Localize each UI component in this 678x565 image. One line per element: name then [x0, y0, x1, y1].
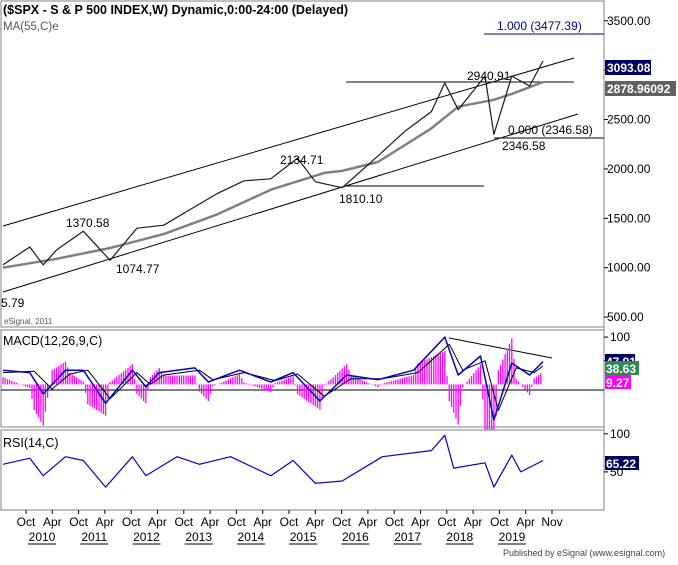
annotation-high-2134: 2134.71: [280, 153, 324, 167]
macd-hist-badge-bg: [605, 375, 631, 389]
ma-legend-label: MA(55,C)e: [3, 21, 59, 33]
x-month-label: Apr: [148, 515, 167, 529]
x-year-label: 2015: [290, 530, 317, 544]
annotation-high-2940: 2940.91: [467, 69, 511, 83]
x-month-label: Oct: [385, 515, 404, 529]
x-month-label: Oct: [122, 515, 141, 529]
rsi-tick-label: 100: [610, 427, 630, 441]
macd-tick-label: 100: [610, 330, 630, 344]
annotation-low-1074: 1074.77: [116, 262, 160, 276]
x-year-label: 2014: [238, 530, 265, 544]
x-month-label: Oct: [69, 515, 88, 529]
macd-signal-badge-bg: [605, 361, 639, 375]
copyright-label: eSignal, 2011: [4, 317, 53, 326]
ma-value-badge: 2878.96092: [607, 82, 671, 96]
rsi-line: [2, 434, 544, 488]
rsi-badge-bg: [605, 456, 639, 470]
x-month-label: Nov: [541, 515, 562, 529]
macd-hist-badge: 9.27: [606, 376, 630, 390]
x-month-label: Oct: [332, 515, 351, 529]
x-year-label: 2010: [29, 530, 56, 544]
price-line: [2, 60, 544, 266]
annotation-low-partial: 5.79: [1, 296, 25, 310]
x-year-label: 2017: [394, 530, 421, 544]
x-year-label: 2018: [446, 530, 473, 544]
macd-signal-badge: 38.63: [606, 362, 636, 376]
x-year-label: 2012: [133, 530, 160, 544]
x-month-label: Apr: [464, 515, 483, 529]
rsi-badge: 65.22: [606, 457, 636, 471]
x-month-label: Oct: [17, 515, 36, 529]
x-axis: Oct Apr Oct Apr Oct Apr Oct Apr Oct Apr Oct Apr Oct A…: [17, 510, 563, 545]
annotation-high-1370: 1370.58: [66, 216, 110, 230]
macd-divergence-line: [448, 337, 553, 359]
x-month-label: Apr: [96, 515, 115, 529]
x-month-label: Apr: [201, 515, 220, 529]
ma-value-badge-bg: [605, 81, 676, 96]
x-month-label: Apr: [411, 515, 430, 529]
price-series-group: [2, 60, 544, 269]
x-year-label: 2011: [81, 530, 107, 544]
price-tick-label: 2500.00: [607, 113, 651, 127]
footer-credit: Published by eSignal (www.esignal.com): [503, 548, 665, 558]
price-tick-label: 1500.00: [607, 211, 651, 225]
x-month-label: Apr: [306, 515, 325, 529]
x-month-label: Oct: [280, 515, 299, 529]
rsi-series-group: [2, 434, 544, 488]
price-tick-label: 1000.00: [607, 261, 651, 275]
x-month-label: Oct: [490, 515, 509, 529]
x-month-label: Apr: [43, 515, 62, 529]
x-month-label: Apr: [253, 515, 272, 529]
last-price-badge: 3093.08: [607, 61, 651, 75]
x-year-label: 2016: [342, 530, 369, 544]
price-tick-label: 2000.00: [607, 162, 651, 176]
last-price-badge-bg: [605, 60, 651, 75]
x-month-label: Oct: [227, 515, 246, 529]
x-month-label: Apr: [359, 515, 378, 529]
price-tick-label: 3500.00: [607, 14, 651, 28]
x-year-label: 2013: [185, 530, 212, 544]
x-year-label: 2019: [499, 530, 526, 544]
chart-title: ($SPX - S & P 500 INDEX,W) Dynamic,0:00-…: [3, 3, 348, 17]
channel-lower-line: [2, 113, 579, 293]
ma-55-line: [2, 80, 544, 269]
x-month-label: Apr: [516, 515, 535, 529]
annotation-low-1810: 1810.10: [339, 192, 383, 206]
x-month-label: Oct: [174, 515, 193, 529]
x-month-label: Oct: [437, 515, 456, 529]
fib-bottom-label: 0.000 (2346.58): [508, 123, 593, 137]
rsi-legend-label: RSI(14,C): [3, 436, 59, 450]
annotation-low-2346: 2346.58: [502, 139, 546, 153]
price-tick-label: 500.00: [607, 310, 644, 324]
channel-upper-line: [2, 57, 575, 227]
macd-series-group: [2, 336, 544, 463]
macd-line: [2, 336, 544, 421]
fib-top-label: 1.000 (3477.39): [497, 19, 582, 33]
macd-legend-label: MACD(12,26,9,C): [3, 334, 102, 348]
